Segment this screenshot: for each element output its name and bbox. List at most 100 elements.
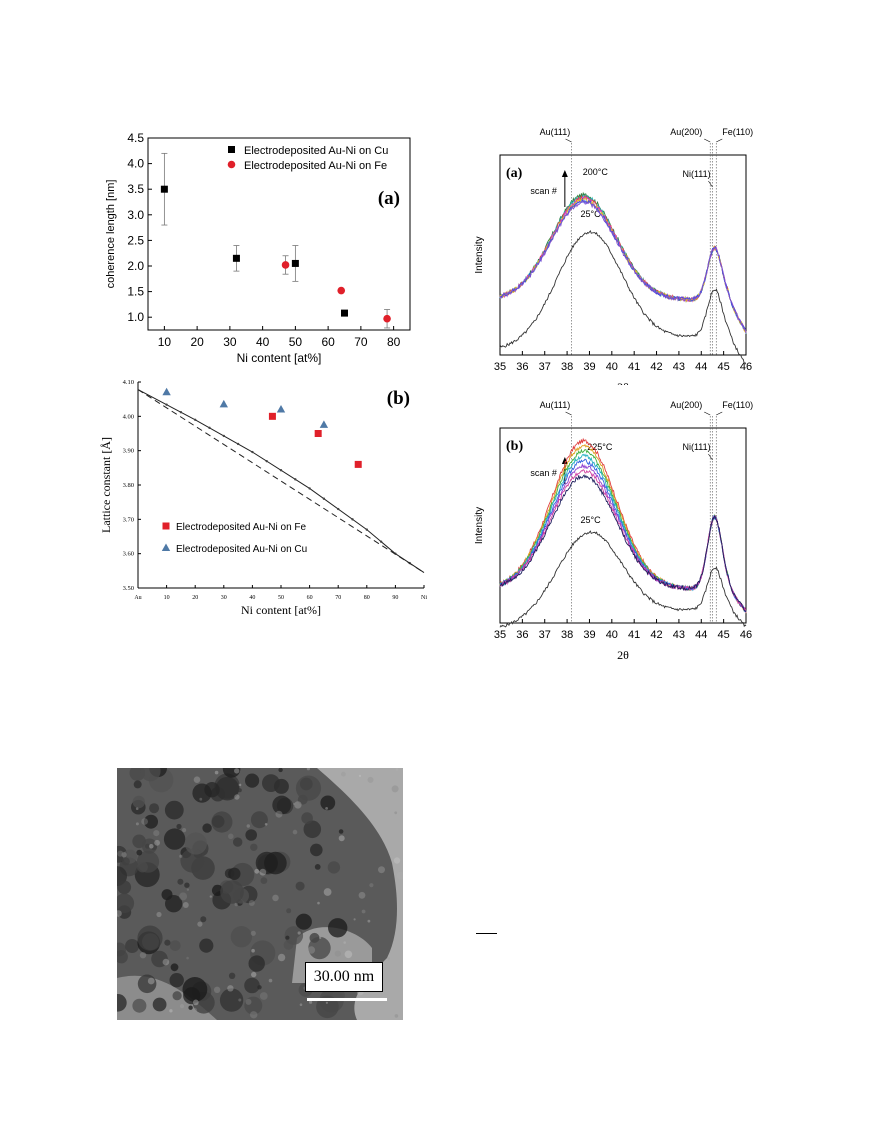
- tem-light-region: [317, 768, 403, 1020]
- y-tick-label: 3.70: [123, 516, 134, 523]
- tem-speckle: [344, 950, 353, 959]
- nanoparticle: [200, 916, 207, 923]
- curve-dot: [351, 518, 354, 521]
- tem-speckle: [275, 810, 283, 818]
- tem-speckle: [259, 868, 267, 876]
- nanoparticle: [165, 895, 183, 913]
- nanoparticle: [286, 908, 292, 914]
- nanoparticle: [327, 861, 341, 874]
- tem-speckle: [250, 1011, 258, 1019]
- ref-pointer: [716, 138, 723, 143]
- curve-dot: [337, 507, 340, 511]
- tem-speckle: [135, 807, 139, 810]
- nanoparticle: [244, 996, 263, 1015]
- nanoparticle: [137, 974, 157, 994]
- nanoparticle: [248, 955, 265, 972]
- legend-marker: [161, 543, 171, 551]
- nanoparticle: [264, 851, 287, 875]
- nanoparticle: [220, 880, 244, 904]
- y-axis-label: Intensity: [474, 507, 485, 544]
- tem-micrograph: 30.00 nm: [117, 768, 403, 1020]
- tem-speckle: [353, 918, 356, 921]
- ref-label: Ni(111): [682, 442, 710, 452]
- x-tick-label: 10: [158, 335, 172, 349]
- y-tick-label: 4.0: [127, 157, 144, 171]
- nanoparticle: [132, 998, 147, 1013]
- tem-speckle: [182, 828, 187, 833]
- tem-speckle: [299, 1003, 303, 1006]
- panel-label: (b): [387, 388, 410, 409]
- ref-pointer: [704, 411, 711, 416]
- nanoparticle: [237, 788, 242, 793]
- scan-label: scan #: [530, 186, 557, 196]
- nanoparticle: [284, 926, 304, 945]
- tem-image-texture: [117, 768, 403, 1020]
- nanoparticle: [151, 950, 168, 968]
- scale-bar-label: 30.00 nm: [305, 962, 383, 992]
- nanoparticle: [164, 939, 171, 946]
- nanoparticle: [295, 913, 312, 930]
- x-tick-label: 80: [387, 335, 401, 349]
- tem-speckle: [251, 948, 255, 953]
- nanoparticle: [260, 877, 268, 884]
- tem-speckle: [254, 868, 260, 874]
- nanoparticle: [170, 963, 179, 972]
- nanoparticle: [272, 795, 292, 815]
- x-tick-label: 35: [494, 629, 506, 641]
- tem-speckle: [393, 857, 401, 864]
- nanoparticle: [295, 775, 322, 801]
- data-point: [281, 261, 290, 269]
- curve-dot: [222, 434, 225, 438]
- x-tick-label: 46: [740, 629, 752, 641]
- y-tick-label: 3.90: [123, 448, 134, 455]
- x-tick-label: 40: [256, 335, 270, 349]
- x-tick-label: 38: [561, 629, 573, 641]
- curve-dot: [379, 540, 383, 543]
- data-point: [276, 404, 286, 413]
- tem-speckle: [141, 818, 148, 825]
- x-axis-label: Ni content [at%]: [237, 351, 322, 365]
- nanoparticle: [182, 977, 208, 1002]
- scan-arrowhead: [561, 170, 568, 177]
- tem-speckle: [325, 807, 328, 810]
- nanoparticle: [245, 829, 257, 841]
- y-tick-label: 4.00: [123, 413, 134, 420]
- y-tick-label: 3.60: [123, 551, 134, 558]
- curve-dot: [308, 487, 311, 490]
- nanoparticle: [184, 882, 190, 888]
- nanoparticle: [314, 864, 321, 870]
- tem-speckle: [307, 946, 316, 954]
- data-point: [160, 185, 168, 193]
- tem-speckle: [317, 901, 320, 905]
- tem-speckle: [192, 999, 199, 1006]
- x-tick-label: 20: [190, 335, 204, 349]
- nanoparticle: [262, 774, 280, 792]
- bottom-temperature-label: 25°C: [581, 209, 602, 219]
- tem-speckle: [245, 998, 252, 1005]
- nanoparticle: [219, 988, 244, 1012]
- nanoparticle: [133, 780, 142, 789]
- x-tick-label: 38: [561, 361, 573, 373]
- x-tick-label: 39: [583, 629, 595, 641]
- curve-dot: [365, 528, 368, 531]
- x-tick-label: 43: [673, 361, 685, 373]
- tem-speckle: [238, 998, 242, 1002]
- nanoparticle: [140, 768, 161, 782]
- x-tick-label: 45: [718, 361, 730, 373]
- x-tick-label: 40: [606, 629, 618, 641]
- tem-speckle: [293, 802, 296, 805]
- x-tick-label: 10: [164, 595, 170, 601]
- scan-label: scan #: [530, 468, 557, 478]
- nanoparticle: [136, 849, 143, 856]
- panel-label: (a): [506, 166, 523, 181]
- nanoparticle: [295, 881, 305, 891]
- tem-speckle: [179, 1004, 185, 1009]
- tem-speckle: [246, 824, 250, 828]
- tem-speckle: [309, 1000, 313, 1004]
- tem-speckle: [162, 958, 170, 966]
- nanoparticle: [250, 811, 268, 829]
- tem-speckle: [135, 822, 139, 826]
- panel-label: (a): [378, 188, 400, 209]
- panel-label: (b): [506, 439, 523, 454]
- nanoparticle: [144, 814, 158, 829]
